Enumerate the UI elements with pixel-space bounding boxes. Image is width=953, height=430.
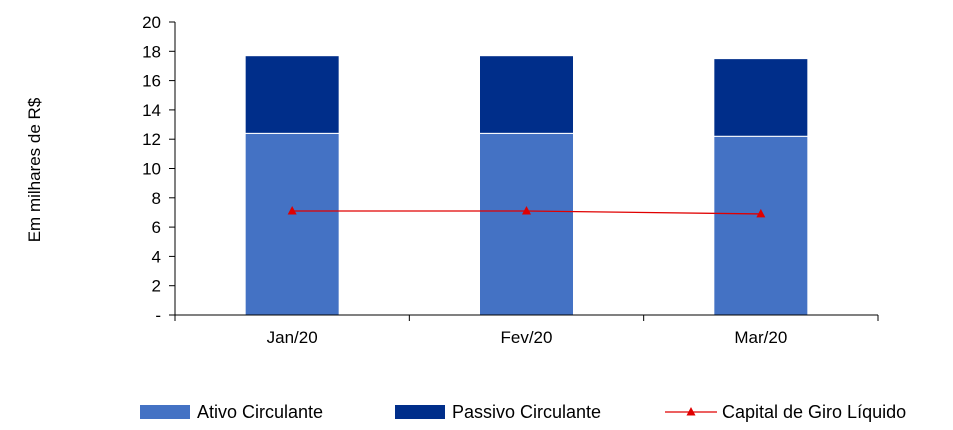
y-axis-label: Em milhares de R$ bbox=[25, 97, 44, 242]
line-layer bbox=[287, 205, 766, 218]
y-tick-label: 20 bbox=[142, 13, 161, 32]
line-marker bbox=[287, 205, 297, 215]
axes bbox=[174, 22, 879, 321]
legend-marker bbox=[686, 407, 696, 416]
legend-label: Ativo Circulante bbox=[197, 402, 323, 422]
x-labels: Jan/20 Fev/20 Mar/20 bbox=[267, 328, 788, 347]
y-ticks: - 2 4 6 8 10 12 14 16 18 20 bbox=[142, 13, 175, 325]
legend-label: Capital de Giro Líquido bbox=[722, 402, 906, 422]
line-marker bbox=[522, 205, 531, 215]
y-tick-label: 2 bbox=[152, 277, 161, 296]
y-tick-label: 12 bbox=[142, 130, 161, 149]
y-tick-label: 8 bbox=[152, 189, 161, 208]
legend-label: Passivo Circulante bbox=[452, 402, 601, 422]
legend: Ativo Circulante Passivo Circulante Capita… bbox=[140, 402, 906, 422]
bar-passivo-circulante bbox=[244, 55, 340, 134]
bar-ativo-circulante bbox=[244, 132, 340, 316]
y-tick-label: 10 bbox=[142, 160, 161, 179]
x-tick-label: Mar/20 bbox=[734, 328, 787, 347]
legend-swatch bbox=[395, 405, 445, 419]
x-tick-label: Jan/20 bbox=[267, 328, 318, 347]
bar-passivo-circulante bbox=[479, 55, 574, 134]
y-tick-label: 18 bbox=[142, 42, 161, 61]
bar-ativo-circulante bbox=[713, 135, 809, 316]
y-tick-label: 4 bbox=[152, 247, 161, 266]
x-tick-label: Fev/20 bbox=[501, 328, 553, 347]
y-tick-label: - bbox=[155, 306, 161, 325]
y-tick-label: 6 bbox=[152, 218, 161, 237]
line-marker bbox=[756, 208, 766, 218]
legend-swatch bbox=[140, 405, 190, 419]
bar-passivo-circulante bbox=[713, 58, 809, 137]
y-tick-label: 14 bbox=[142, 101, 161, 120]
y-tick-label: 16 bbox=[142, 72, 161, 91]
bar-ativo-circulante bbox=[479, 132, 574, 316]
bars bbox=[244, 55, 809, 316]
